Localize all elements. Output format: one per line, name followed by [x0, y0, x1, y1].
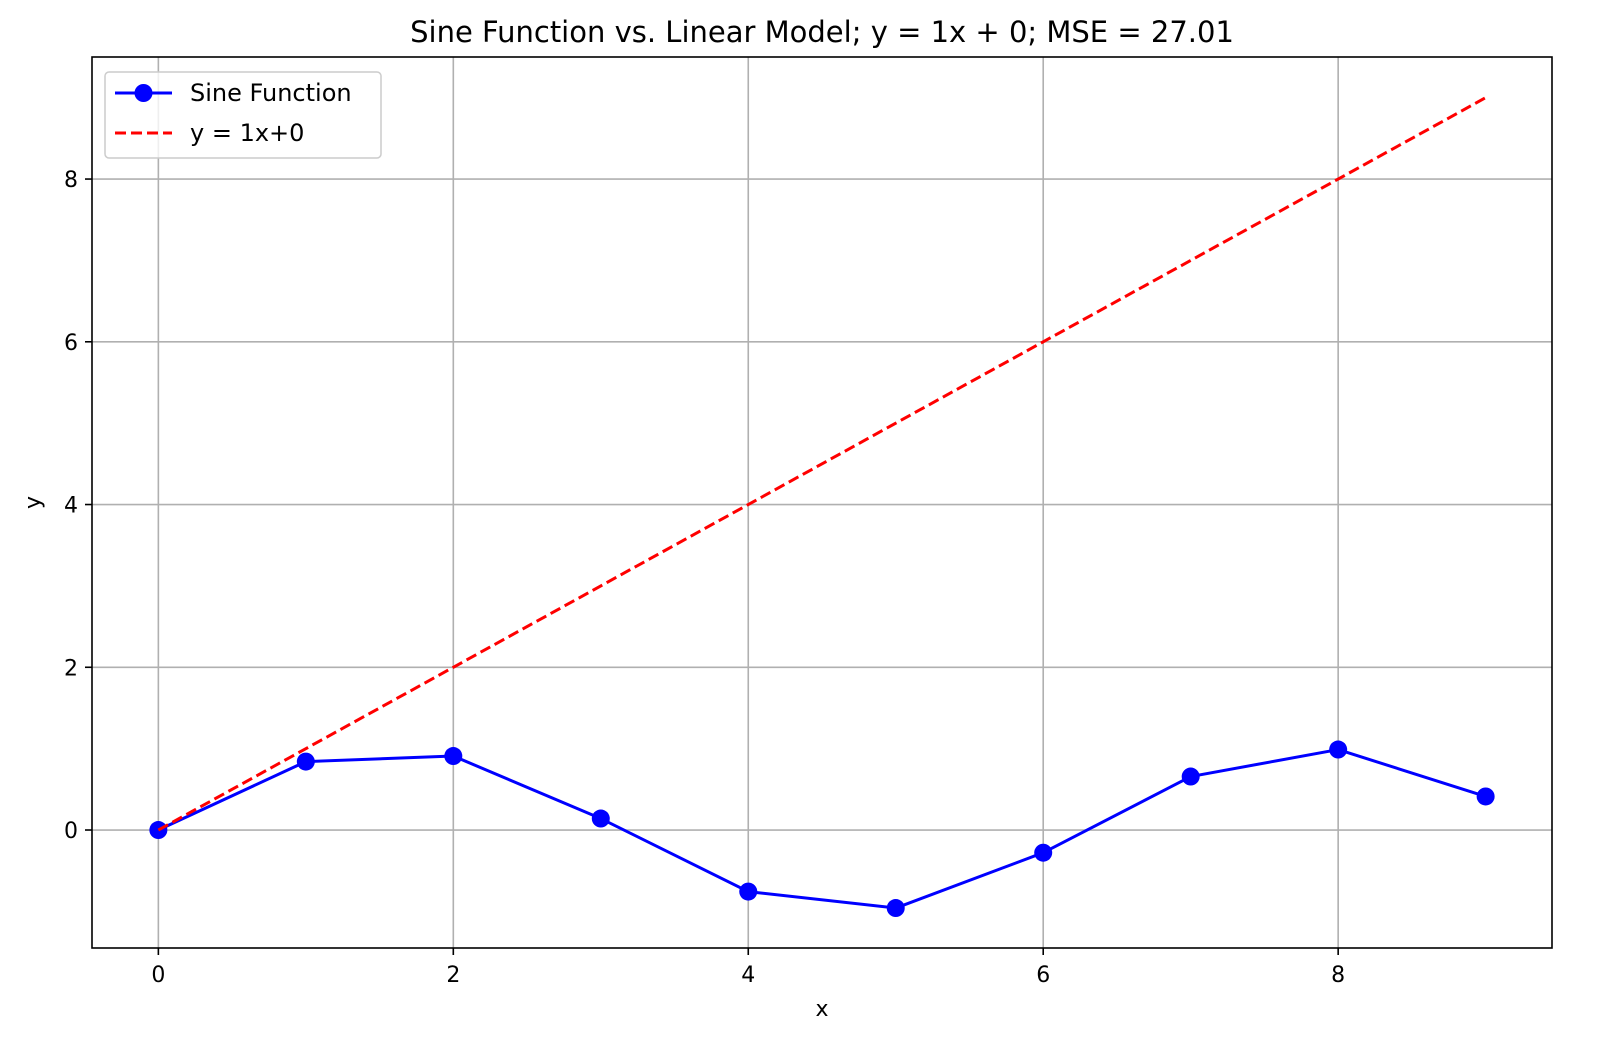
x-tick-label-0: 0: [151, 963, 165, 988]
y-tick-label-4: 4: [64, 494, 78, 519]
y-tick-label-2: 2: [64, 656, 78, 681]
y-axis-label: y: [21, 496, 46, 509]
legend-label-linear: y = 1x+0: [190, 119, 304, 147]
y-tick-label-6: 6: [64, 331, 78, 356]
grid: [92, 57, 1552, 948]
y-tick-label-8: 8: [64, 168, 78, 193]
series-line-sine: [156, 748, 1488, 910]
x-tick-label-6: 6: [1036, 963, 1050, 988]
series-point-sine-6: [1034, 843, 1053, 862]
x-axis-label: x: [815, 997, 828, 1022]
series-layer: [149, 96, 1495, 918]
legend: Sine Function y = 1x+0: [104, 71, 382, 159]
y-tick-label-0: 0: [64, 819, 78, 844]
plot-frame: [91, 56, 1553, 949]
series-point-sine-5: [886, 899, 905, 918]
legend-marker-sine: [134, 84, 153, 102]
series-point-sine-3: [591, 809, 610, 828]
series-line-linear: [157, 96, 1487, 832]
series-point-sine-4: [739, 882, 758, 901]
series-point-sine-7: [1181, 767, 1200, 786]
series-point-sine-2: [444, 747, 463, 766]
legend-label-sine: Sine Function: [190, 79, 352, 107]
x-tick-label-4: 4: [741, 963, 755, 988]
x-tick-label-2: 2: [446, 963, 460, 988]
chart-title: Sine Function vs. Linear Model; y = 1x +…: [410, 15, 1234, 49]
series-point-sine-9: [1476, 787, 1495, 806]
legend-box: [104, 71, 382, 159]
x-tick-label-8: 8: [1331, 963, 1345, 988]
series-point-sine-1: [296, 752, 315, 771]
series-point-sine-8: [1329, 740, 1348, 759]
ticks: 0 2 4 6 8 0 2 4 6 8: [64, 168, 1345, 988]
